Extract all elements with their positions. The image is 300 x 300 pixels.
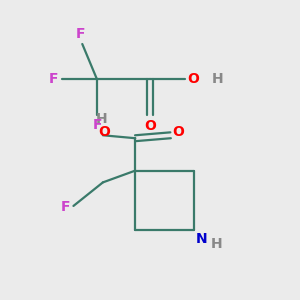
Text: O: O — [144, 119, 156, 133]
Text: F: F — [92, 118, 102, 132]
Text: H: H — [210, 237, 222, 251]
Text: O: O — [172, 125, 184, 139]
Text: F: F — [49, 72, 59, 86]
Text: O: O — [187, 72, 199, 86]
Text: O: O — [98, 125, 110, 139]
Text: H: H — [96, 112, 107, 126]
Text: N: N — [196, 232, 207, 246]
Text: F: F — [61, 200, 70, 214]
Text: H: H — [212, 72, 224, 86]
Text: F: F — [76, 27, 86, 41]
